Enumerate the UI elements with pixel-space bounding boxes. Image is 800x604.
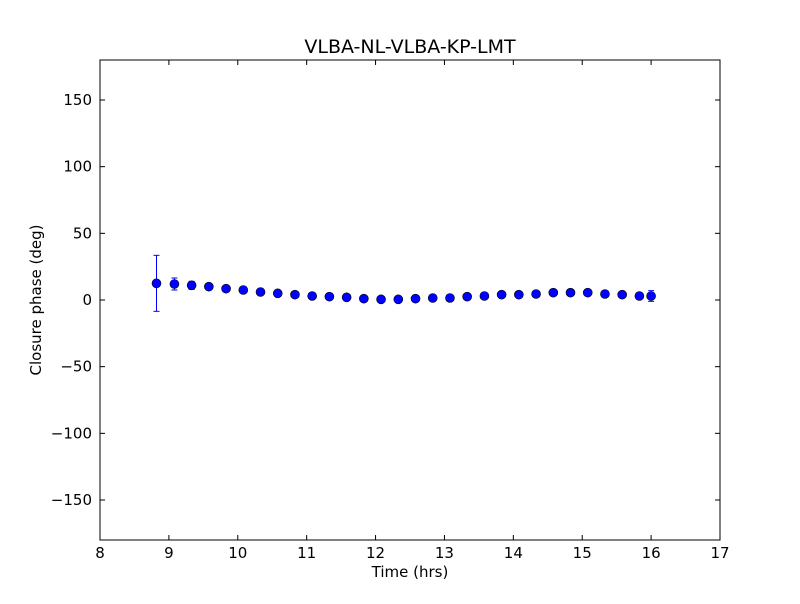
data-point [445,293,455,303]
y-tick-label: 0 [82,291,92,309]
x-tick-label: 17 [710,544,729,562]
data-point [514,289,524,300]
data-point [531,289,541,299]
data-point [341,292,352,303]
x-tick-label: 11 [297,544,316,562]
x-axis-label: Time (hrs) [371,563,449,581]
x-tick-label: 15 [573,544,592,562]
data-point [151,278,162,289]
data-point [186,280,197,291]
data-point [548,287,559,298]
x-tick-label: 14 [504,544,523,562]
plot-frame [99,59,721,541]
x-tick-label: 13 [435,544,454,562]
y-tick-label: 150 [63,91,92,109]
chart-title: VLBA-NL-VLBA-KP-LMT [304,36,516,58]
data-point [359,293,369,304]
data-point [582,287,593,298]
data-point [634,291,645,301]
y-tick-label: 100 [63,158,92,176]
data-point [169,279,180,289]
y-tick-label: −50 [60,358,92,376]
data-point [204,281,214,292]
data-point [324,291,335,302]
y-tick-label: −100 [51,424,92,442]
data-point [238,285,249,295]
y-tick-label: −150 [51,491,92,509]
y-tick-label: 50 [73,224,92,242]
data-point [462,291,472,302]
data-point [617,289,627,300]
data-point [307,291,317,301]
data-point [272,288,283,299]
x-tick-label: 9 [164,544,174,562]
data-point [221,283,231,294]
x-tick-label: 16 [642,544,661,562]
x-tick-label: 10 [228,544,247,562]
data-point [479,291,490,301]
x-tick-label: 12 [366,544,385,562]
data-point [646,291,656,301]
data-point [427,293,438,303]
data-point [376,294,386,305]
data-point [393,294,404,305]
data-point [600,289,610,299]
x-tick-label: 8 [95,544,105,562]
data-point [255,287,266,297]
data-point [565,287,576,298]
data-point [496,289,507,300]
data-point [410,293,421,304]
data-point [290,289,300,300]
y-axis-label: Closure phase (deg) [27,225,45,376]
